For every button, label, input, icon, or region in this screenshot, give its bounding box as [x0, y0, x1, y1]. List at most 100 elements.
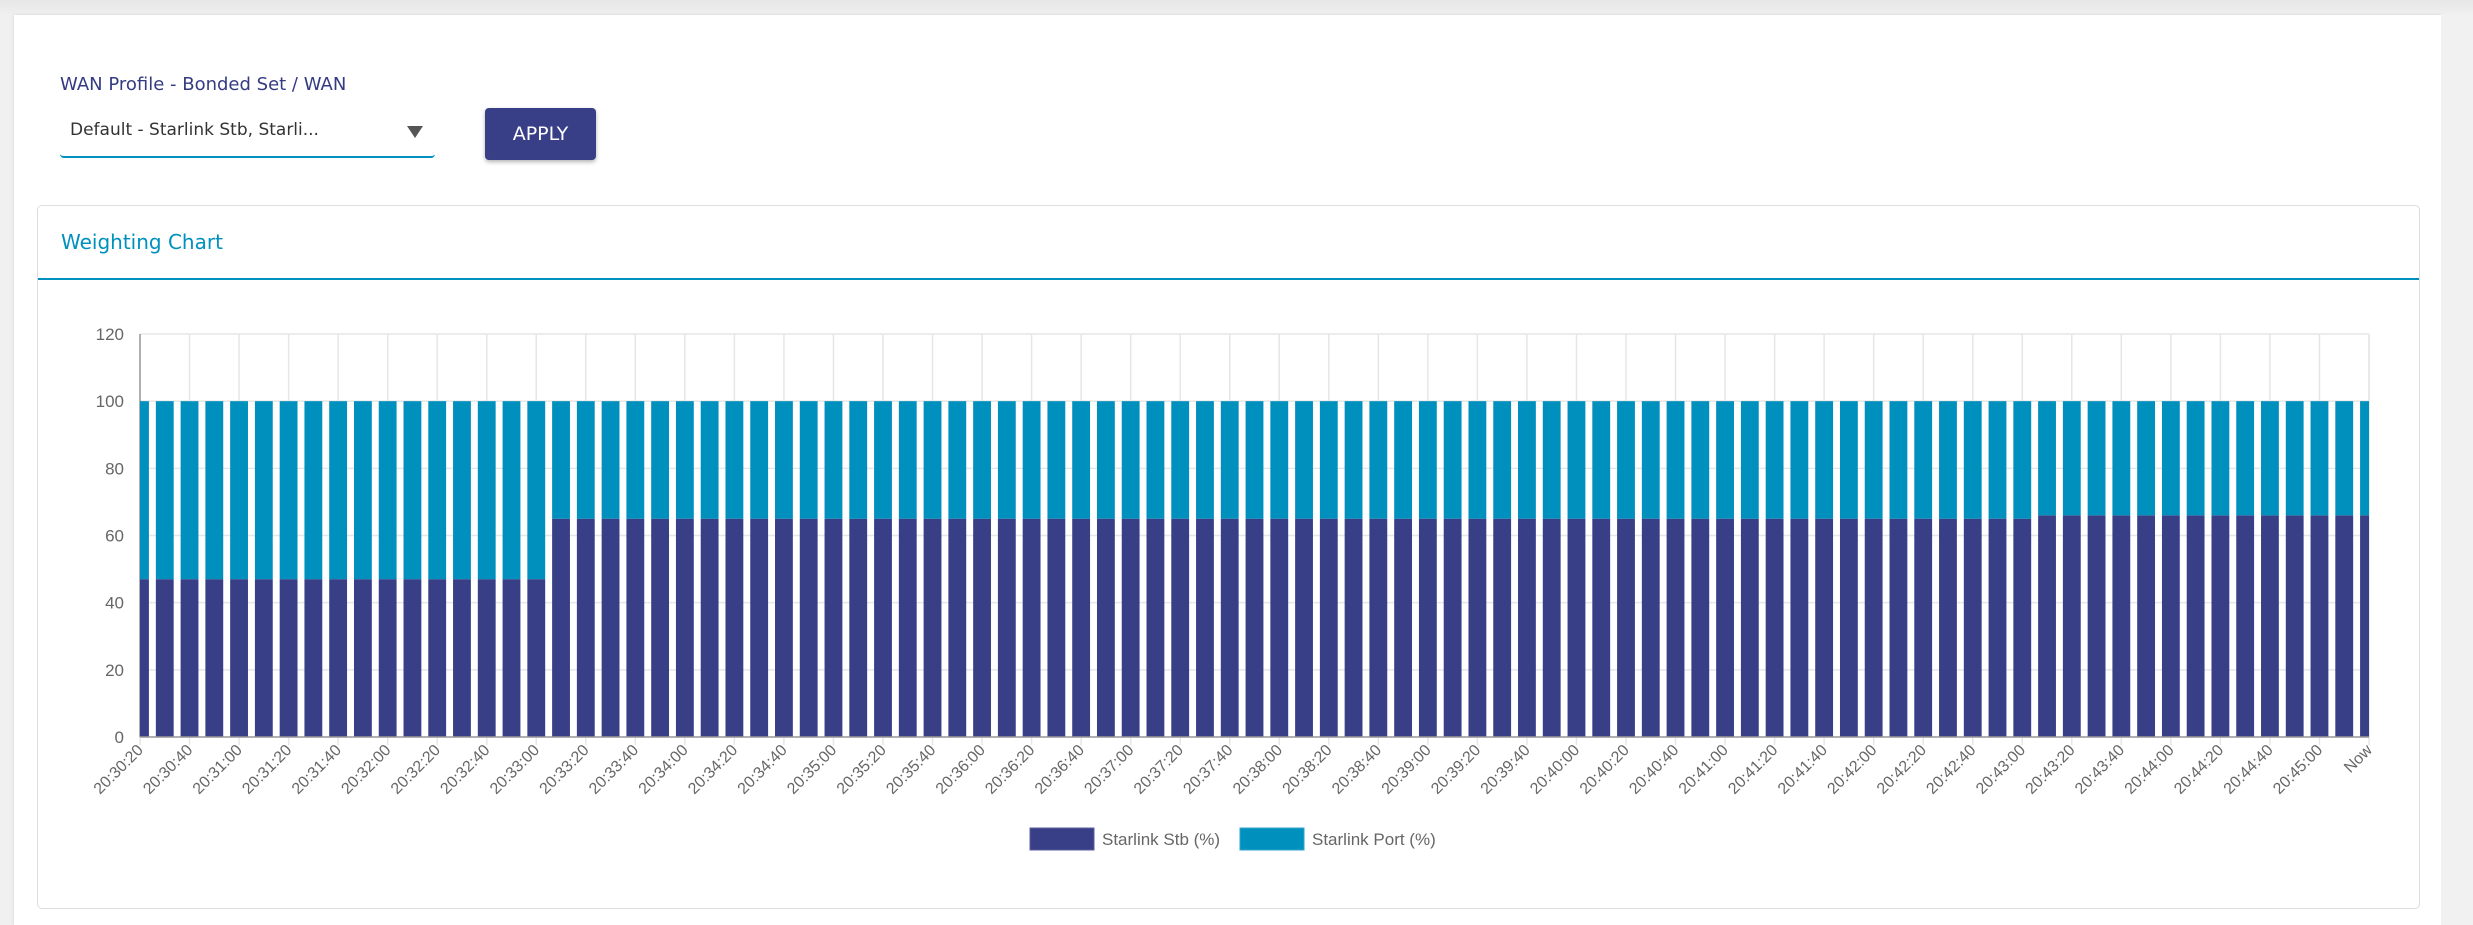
bar-starlink-port[interactable] — [824, 401, 843, 519]
bar-starlink-port[interactable] — [304, 401, 323, 580]
bar-starlink-port[interactable] — [1245, 401, 1264, 519]
bar-starlink-stb[interactable] — [527, 579, 546, 737]
bar-starlink-stb[interactable] — [1765, 518, 1784, 737]
bar-starlink-stb[interactable] — [651, 518, 670, 737]
bar-starlink-port[interactable] — [1542, 401, 1561, 519]
bar-starlink-stb[interactable] — [477, 579, 496, 737]
bar-starlink-port[interactable] — [1963, 401, 1982, 519]
bar-starlink-port[interactable] — [1394, 401, 1413, 519]
bar-starlink-stb[interactable] — [700, 518, 719, 737]
bar-starlink-port[interactable] — [1988, 401, 2007, 519]
bar-starlink-port[interactable] — [2186, 401, 2205, 516]
bar-starlink-port[interactable] — [874, 401, 892, 519]
bar-starlink-stb[interactable] — [304, 579, 323, 737]
bar-starlink-stb[interactable] — [2285, 515, 2304, 737]
bar-starlink-stb[interactable] — [1418, 518, 1437, 737]
bar-starlink-port[interactable] — [948, 401, 967, 519]
bar-starlink-stb[interactable] — [1344, 518, 1363, 737]
bar-starlink-port[interactable] — [2261, 401, 2279, 516]
bar-starlink-stb[interactable] — [576, 518, 595, 737]
bar-starlink-port[interactable] — [1765, 401, 1784, 519]
bar-starlink-port[interactable] — [1146, 401, 1165, 519]
bar-starlink-stb[interactable] — [750, 518, 769, 737]
bar-starlink-port[interactable] — [1072, 401, 1091, 519]
bar-starlink-stb[interactable] — [1096, 518, 1115, 737]
bar-starlink-stb[interactable] — [230, 579, 248, 737]
bar-starlink-port[interactable] — [2087, 401, 2106, 516]
bar-starlink-port[interactable] — [1939, 401, 1957, 519]
bar-starlink-port[interactable] — [2310, 401, 2329, 516]
bar-starlink-port[interactable] — [849, 401, 868, 519]
bar-starlink-stb[interactable] — [2137, 515, 2156, 737]
bar-starlink-stb[interactable] — [1319, 518, 1338, 737]
bar-starlink-stb[interactable] — [1196, 518, 1214, 737]
bar-starlink-stb[interactable] — [1691, 518, 1710, 737]
bar-starlink-stb[interactable] — [2261, 515, 2279, 737]
bar-starlink-stb[interactable] — [329, 579, 348, 737]
bar-starlink-stb[interactable] — [923, 518, 942, 737]
caret-down-icon[interactable] — [407, 126, 423, 138]
bar-starlink-stb[interactable] — [874, 518, 892, 737]
bar-starlink-stb[interactable] — [675, 518, 694, 737]
bar-starlink-port[interactable] — [1319, 401, 1338, 519]
bar-starlink-stb[interactable] — [428, 579, 447, 737]
bar-starlink-port[interactable] — [1864, 401, 1883, 519]
bar-starlink-port[interactable] — [2211, 401, 2230, 516]
bar-starlink-stb[interactable] — [1839, 518, 1858, 737]
bar-starlink-stb[interactable] — [1939, 518, 1957, 737]
bar-starlink-port[interactable] — [502, 401, 521, 580]
bar-starlink-stb[interactable] — [1245, 518, 1264, 737]
bar-starlink-stb[interactable] — [1468, 518, 1487, 737]
bar-starlink-stb[interactable] — [1963, 518, 1982, 737]
bar-starlink-stb[interactable] — [1641, 518, 1660, 737]
bar-starlink-stb[interactable] — [1542, 518, 1561, 737]
bar-starlink-stb[interactable] — [1889, 518, 1908, 737]
bar-starlink-stb[interactable] — [1790, 518, 1809, 737]
bar-starlink-port[interactable] — [1790, 401, 1809, 519]
bar-starlink-stb[interactable] — [378, 579, 397, 737]
bar-starlink-port[interactable] — [2137, 401, 2156, 516]
bar-starlink-port[interactable] — [1592, 401, 1611, 519]
bar-starlink-port[interactable] — [1889, 401, 1908, 519]
bar-starlink-stb[interactable] — [1815, 518, 1834, 737]
bar-starlink-stb[interactable] — [1988, 518, 2007, 737]
bar-starlink-stb[interactable] — [1914, 518, 1933, 737]
bar-starlink-port[interactable] — [1418, 401, 1437, 519]
bar-starlink-stb[interactable] — [601, 518, 620, 737]
bar-starlink-port[interactable] — [1641, 401, 1660, 519]
bar-starlink-stb[interactable] — [997, 518, 1016, 737]
bar-starlink-stb[interactable] — [403, 579, 422, 737]
bar-starlink-stb[interactable] — [552, 518, 570, 737]
bar-starlink-stb[interactable] — [254, 579, 273, 737]
bar-starlink-stb[interactable] — [626, 518, 645, 737]
bar-starlink-stb[interactable] — [1121, 518, 1140, 737]
bar-starlink-port[interactable] — [155, 401, 174, 580]
bar-starlink-port[interactable] — [428, 401, 447, 580]
bar-starlink-stb[interactable] — [775, 518, 793, 737]
bar-starlink-port[interactable] — [1740, 401, 1759, 519]
bar-starlink-port[interactable] — [1815, 401, 1834, 519]
bar-starlink-stb[interactable] — [725, 518, 744, 737]
bar-starlink-port[interactable] — [626, 401, 645, 519]
bar-starlink-port[interactable] — [403, 401, 422, 580]
bar-starlink-stb[interactable] — [2236, 515, 2255, 737]
bar-starlink-port[interactable] — [254, 401, 273, 580]
bar-starlink-stb[interactable] — [1220, 518, 1239, 737]
bar-starlink-port[interactable] — [279, 401, 298, 580]
bar-starlink-port[interactable] — [131, 401, 149, 580]
bar-starlink-port[interactable] — [2112, 401, 2131, 516]
bar-starlink-stb[interactable] — [1270, 518, 1289, 737]
bar-starlink-stb[interactable] — [1072, 518, 1091, 737]
bar-starlink-port[interactable] — [453, 401, 471, 580]
bar-starlink-stb[interactable] — [502, 579, 521, 737]
bar-starlink-stb[interactable] — [131, 579, 149, 737]
bar-starlink-port[interactable] — [180, 401, 199, 580]
bar-starlink-stb[interactable] — [1666, 518, 1685, 737]
bar-starlink-port[interactable] — [898, 401, 917, 519]
bar-starlink-stb[interactable] — [2038, 515, 2056, 737]
bar-starlink-port[interactable] — [2013, 401, 2032, 519]
bar-starlink-stb[interactable] — [2062, 515, 2081, 737]
bar-starlink-stb[interactable] — [898, 518, 917, 737]
bar-starlink-stb[interactable] — [2335, 515, 2354, 737]
bar-starlink-stb[interactable] — [1443, 518, 1462, 737]
